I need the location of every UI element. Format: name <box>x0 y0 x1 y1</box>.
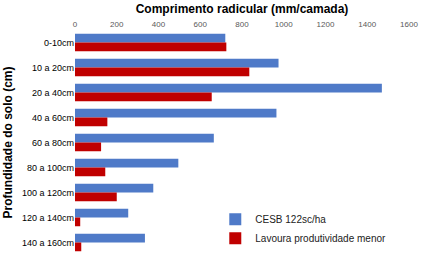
svg-text:0: 0 <box>73 20 78 29</box>
svg-text:120 a 140cm: 120 a 140cm <box>22 213 74 223</box>
svg-text:100 a 120cm: 100 a 120cm <box>22 188 74 198</box>
svg-text:600: 600 <box>194 20 208 29</box>
svg-text:CESB 122sc/ha: CESB 122sc/ha <box>255 214 326 225</box>
svg-text:80 a 100cm: 80 a 100cm <box>27 163 74 173</box>
svg-text:140 a 160cm: 140 a 160cm <box>22 238 74 248</box>
svg-text:1600: 1600 <box>400 20 418 29</box>
svg-text:10 a 20cm: 10 a 20cm <box>32 63 74 73</box>
svg-text:200: 200 <box>110 20 124 29</box>
svg-text:1400: 1400 <box>358 20 376 29</box>
svg-text:1000: 1000 <box>275 20 293 29</box>
svg-text:0-10cm: 0-10cm <box>44 38 74 48</box>
svg-text:800: 800 <box>235 20 249 29</box>
svg-text:60 a 80cm: 60 a 80cm <box>32 138 74 148</box>
svg-text:Comprimento radicular (mm/cama: Comprimento radicular (mm/camada) <box>136 2 349 16</box>
svg-text:Profundidade do solo (cm): Profundidade do solo (cm) <box>1 66 15 218</box>
svg-text:20 a 40cm: 20 a 40cm <box>32 88 74 98</box>
svg-text:400: 400 <box>152 20 166 29</box>
svg-text:Lavoura produtividade menor: Lavoura produtividade menor <box>255 233 386 244</box>
svg-text:1200: 1200 <box>317 20 335 29</box>
svg-text:40 a 60cm: 40 a 60cm <box>32 113 74 123</box>
